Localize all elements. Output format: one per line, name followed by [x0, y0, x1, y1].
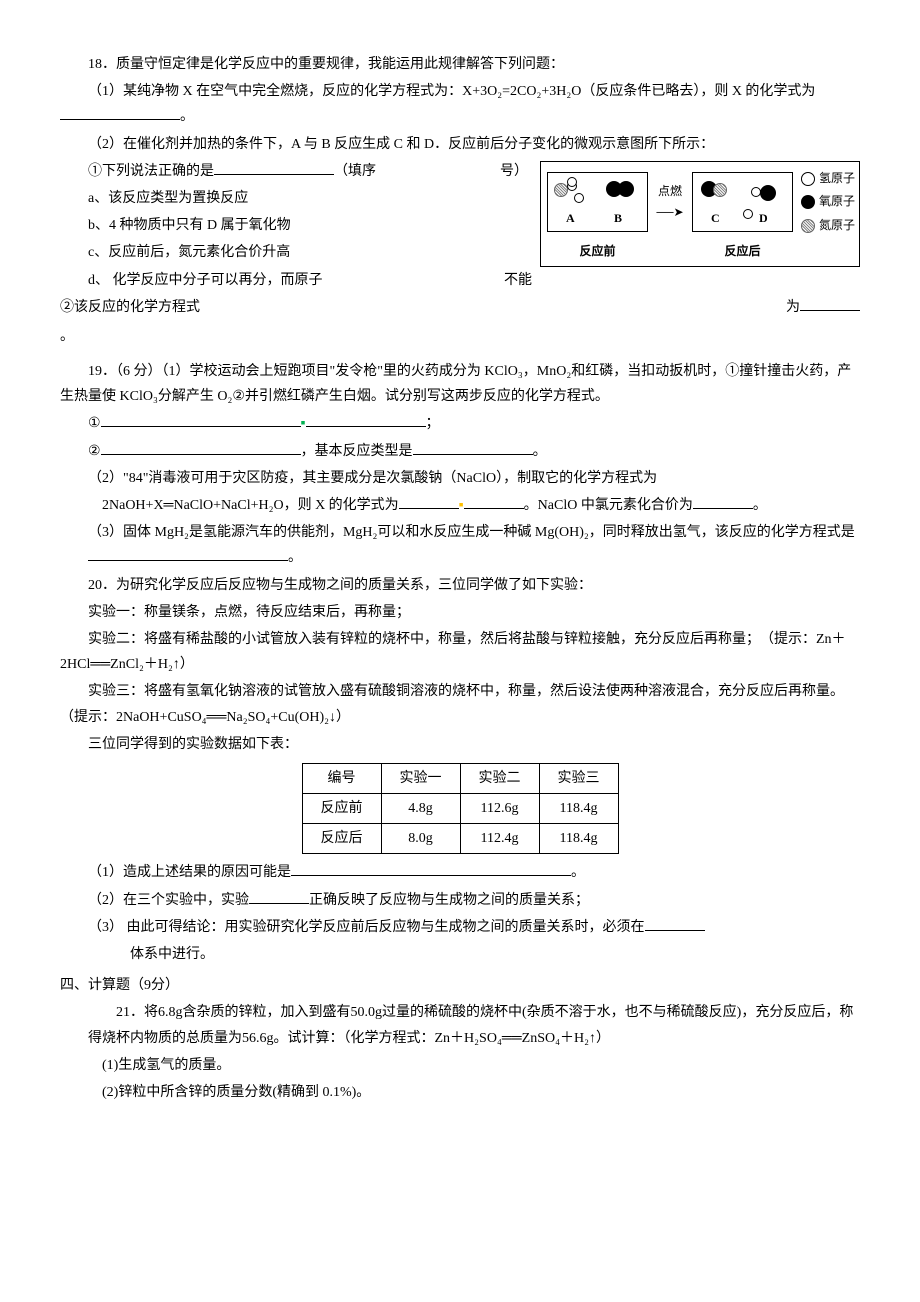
th-0: 编号: [302, 763, 381, 793]
label-B: B: [614, 208, 622, 230]
reaction-diagram: A B 点燃 ──➤ C D 氢原子 氧原子: [540, 161, 860, 267]
q18-title: 18．质量守恒定律是化学反应中的重要规律，我能运用此规律解答下列问题：: [60, 52, 860, 77]
q21-p2: (2)锌粒中所含锌的质量分数(精确到 0.1%)。: [102, 1080, 860, 1105]
q20-q3b: 体系中进行。: [130, 942, 860, 967]
q19-p2d: 。: [753, 498, 767, 513]
q18-p2: （2）在催化剂并加热的条件下，A 与 B 反应生成 C 和 D．反应前后分子变化…: [60, 132, 860, 157]
td: 4.8g: [381, 794, 460, 824]
arrow-label: 点燃: [650, 181, 690, 203]
q19-title: 19．（6 分）（1）学校运动会上短跑项目"发令枪"里的火药成分为 KClO₃，…: [60, 359, 860, 409]
q19-l2-mid1: ，基本反应类型是: [301, 444, 413, 459]
q19-l2-pre: ②: [88, 444, 101, 459]
label-D: D: [759, 208, 768, 230]
q19-line2: ② ，基本反应类型是 。: [88, 439, 860, 464]
blank: [645, 917, 705, 931]
q19-l2-end: 。: [533, 444, 547, 459]
q20-exp1: 实验一：称量镁条，点燃，待反应结束后，再称量；: [60, 600, 860, 625]
q19-p3b: 。: [288, 550, 302, 565]
q20-q1: （1）造成上述结果的原因可能是 。: [88, 860, 860, 885]
reaction-arrow: 点燃 ──➤: [650, 181, 690, 224]
q20-exp2: 实验二：将盛有稀盐酸的小试管放入装有锌粒的烧杯中，称量，然后将盐酸与锌粒接触，充…: [60, 627, 860, 677]
q20-q2: （2）在三个实验中，实验 正确反映了反应物与生成物之间的质量关系；: [88, 888, 860, 913]
label-after: 反应后: [690, 241, 795, 263]
td: 118.4g: [539, 794, 618, 824]
legend: 氢原子 氧原子 氮原子: [801, 166, 855, 239]
blank: [693, 495, 753, 509]
blank: [101, 413, 301, 427]
td: 反应后: [302, 824, 381, 854]
q19-p2b: 2NaOH+X═NaClO+NaCl+H₂O，则 X 的化学式为▪。NaClO …: [102, 493, 860, 518]
blank: [413, 441, 533, 455]
q18-p3-right: 号）: [500, 159, 528, 184]
th-2: 实验二: [460, 763, 539, 793]
legend-n: 氮原子: [819, 215, 855, 237]
blank: [249, 890, 309, 904]
th-3: 实验三: [539, 763, 618, 793]
q20-q3: （3） 由此可得结论：用实验研究化学反应前后反应物与生成物之间的质量关系时，必须…: [88, 915, 860, 940]
section4-head: 四、计算题（9分）: [60, 973, 860, 998]
q21-p1: (1)生成氢气的质量。: [102, 1053, 860, 1078]
q18-optd-2: 不能: [504, 268, 532, 293]
q20-q3a: （3） 由此可得结论：用实验研究化学反应前后反应物与生成物之间的质量关系时，必须…: [88, 920, 645, 935]
q19-p3a: （3）固体 MgH₂是氢能源汽车的供能剂，MgH₂可以和水反应生成一种碱 Mg(…: [88, 525, 855, 540]
legend-o: 氧原子: [819, 191, 855, 213]
label-before: 反应前: [545, 241, 650, 263]
q19-p2c-pre: 。NaClO 中氯元素化合价为: [524, 498, 693, 513]
q18-p3-mid: （填序: [334, 164, 376, 179]
td: 反应前: [302, 794, 381, 824]
q18-p4-left: ②该反应的化学方程式: [60, 300, 200, 315]
q19-p3: （3）固体 MgH₂是氢能源汽车的供能剂，MgH₂可以和水反应生成一种碱 Mg(…: [88, 520, 860, 570]
blank: [306, 413, 426, 427]
td: 118.4g: [539, 824, 618, 854]
q18-p4-right: 为: [786, 300, 800, 315]
label-A: A: [566, 208, 575, 230]
q19-p2b-text: 2NaOH+X═NaClO+NaCl+H₂O，则 X 的化学式为: [102, 498, 399, 513]
reaction-before: A B: [547, 172, 648, 232]
td: 112.4g: [460, 824, 539, 854]
td: 8.0g: [381, 824, 460, 854]
blank: [214, 161, 334, 175]
blank: [60, 106, 180, 120]
blank: [88, 547, 288, 561]
q20-table-intro: 三位同学得到的实验数据如下表：: [60, 732, 860, 757]
q20-q1b: 。: [571, 865, 585, 880]
label-C: C: [711, 208, 720, 230]
q18-optd-1: d、 化学反应中分子可以再分，而原子: [88, 273, 323, 288]
q20-q1a: （1）造成上述结果的原因可能是: [88, 865, 291, 880]
q19-l型-end: ；: [426, 416, 440, 431]
th-1: 实验一: [381, 763, 460, 793]
q18-p4-end: 。: [60, 324, 860, 349]
q20-exp3: 实验三：将盛有氢氧化钠溶液的试管放入盛有硫酸铜溶液的烧杯中，称量，然后设法使两种…: [60, 679, 860, 729]
q20-q2a: （2）在三个实验中，实验: [88, 893, 249, 908]
blank: [464, 495, 524, 509]
q19-p2a: （2）"84"消毒液可用于灾区防疫，其主要成分是次氯酸钠（NaClO），制取它的…: [88, 466, 860, 491]
q18-p4: ②该反应的化学方程式 为: [60, 295, 860, 320]
q18-p1: （1）某纯净物 X 在空气中完全燃烧，反应的化学方程式为：X+3O₂=2CO₂+…: [60, 79, 860, 129]
q20-q2b: 正确反映了反应物与生成物之间的质量关系；: [309, 893, 589, 908]
q18-p1-text: （1）某纯净物 X 在空气中完全燃烧，反应的化学方程式为：X+3O₂=2CO₂+…: [88, 84, 815, 99]
reaction-after: C D: [692, 172, 793, 232]
blank: [800, 297, 860, 311]
td: 112.6g: [460, 794, 539, 824]
blank: [101, 441, 301, 455]
blank: [291, 862, 571, 876]
q18-optd: d、 化学反应中分子可以再分，而原子 不能: [88, 268, 860, 293]
q21-title: 21．将6.8g含杂质的锌粒，加入到盛有50.0g过量的稀硫酸的烧杯中(杂质不溶…: [88, 1000, 860, 1050]
q20-title: 20．为研究化学反应后反应物与生成物之间的质量关系，三位同学做了如下实验：: [60, 573, 860, 598]
q18-p3-left: ①下列说法正确的是: [88, 164, 214, 179]
q19-line1: ①▪；: [88, 411, 860, 436]
q19-l1-pre: ①: [88, 416, 101, 431]
legend-h: 氢原子: [819, 168, 855, 190]
experiment-table: 编号 实验一 实验二 实验三 反应前 4.8g 112.6g 118.4g 反应…: [302, 763, 619, 855]
blank: [399, 495, 459, 509]
q18-p1-end: 。: [180, 109, 194, 124]
